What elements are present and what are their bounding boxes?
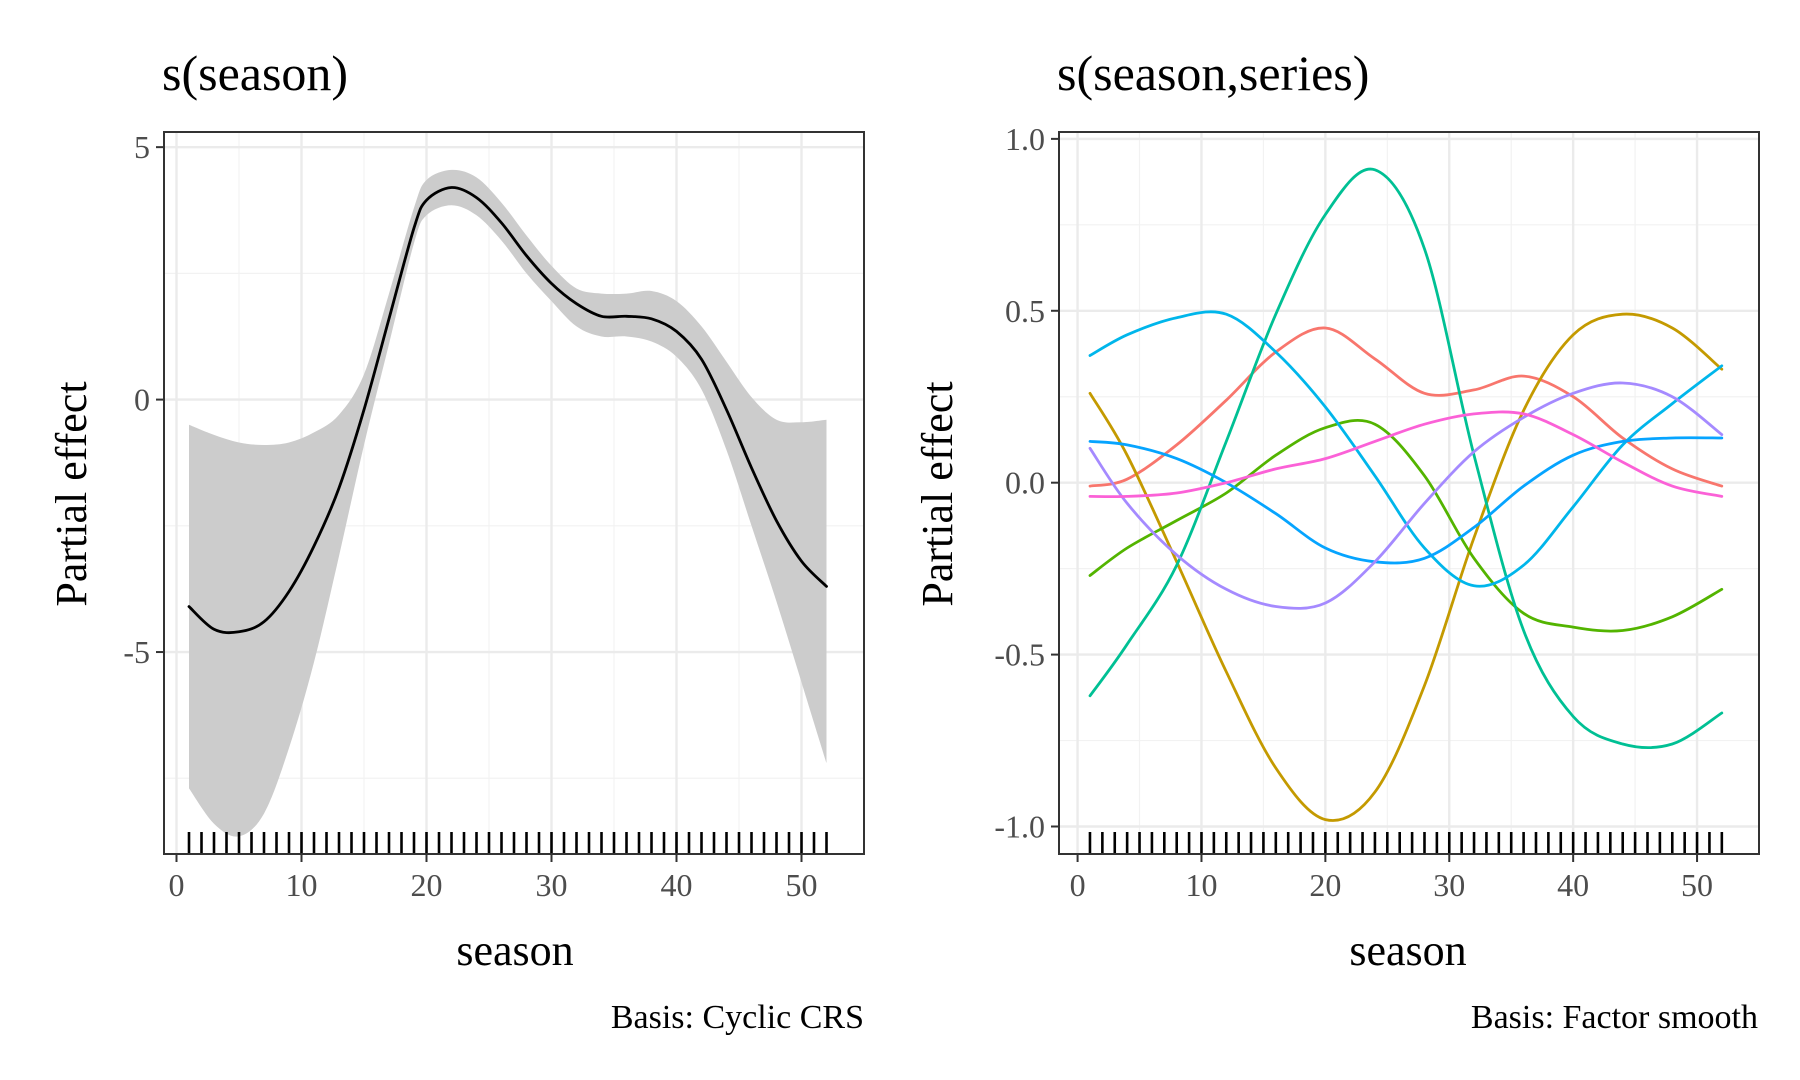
- y-axis-title: Partial effect: [47, 381, 96, 606]
- series-line: [1088, 167, 1724, 750]
- x-axis-ticks: 0 10 20 30 40 50: [1070, 854, 1713, 903]
- y-tick-label: 0.0: [1005, 465, 1045, 501]
- series-line: [1088, 326, 1724, 488]
- chart-caption: Basis: Cyclic CRS: [611, 999, 864, 1036]
- chart-caption: Basis: Factor smooth: [1471, 999, 1758, 1036]
- chart-panel-season-series: s(season,series) 1.0 0.5 0.0 -0.5 -1.0 0 10 20…: [913, 45, 1760, 1036]
- y-tick-label: -1.0: [994, 808, 1045, 844]
- chart-title: s(season): [162, 45, 348, 101]
- y-tick-label: -5: [123, 634, 150, 670]
- x-tick-label: 20: [1309, 867, 1341, 903]
- y-tick-label: 5: [134, 129, 150, 165]
- x-axis-title: season: [456, 926, 573, 975]
- x-tick-label: 20: [411, 867, 443, 903]
- confidence-ribbon: [189, 169, 827, 837]
- confidence-ribbon-layer: [189, 169, 827, 837]
- rug-layer: [1088, 832, 1724, 854]
- x-tick-label: 10: [1185, 867, 1217, 903]
- y-tick-label: -0.5: [994, 637, 1045, 673]
- chart-title: s(season,series): [1057, 45, 1369, 101]
- plot-border: [1058, 131, 1760, 855]
- x-tick-label: 40: [1557, 867, 1589, 903]
- grid: [1059, 132, 1759, 854]
- series-line: [1088, 381, 1724, 610]
- plot-border: [163, 131, 865, 855]
- series-line: [187, 186, 828, 635]
- x-tick-label: 50: [786, 867, 818, 903]
- series-line: [1088, 312, 1724, 822]
- x-tick-label: 30: [536, 867, 568, 903]
- chart-panel-season: s(season) 50-5 0 10 20 30 40 50 season Partia…: [47, 45, 865, 1036]
- series-lines-layer: [1088, 167, 1724, 822]
- y-tick-label: 1.0: [1005, 121, 1045, 157]
- x-axis-ticks: 0 10 20 30 40 50: [169, 854, 818, 903]
- x-tick-label: 50: [1681, 867, 1713, 903]
- x-tick-label: 10: [286, 867, 318, 903]
- series-line: [1088, 310, 1724, 588]
- x-tick-label: 40: [661, 867, 693, 903]
- series-lines-layer: [187, 186, 828, 635]
- y-axis-title: Partial effect: [913, 381, 962, 606]
- y-axis-ticks: 1.0 0.5 0.0 -0.5 -1.0: [994, 121, 1059, 844]
- x-tick-label: 0: [169, 867, 185, 903]
- x-axis-title: season: [1349, 926, 1466, 975]
- x-tick-label: 0: [1070, 867, 1086, 903]
- y-tick-label: 0: [134, 382, 150, 418]
- y-tick-label: 0.5: [1005, 293, 1045, 329]
- x-tick-label: 30: [1433, 867, 1465, 903]
- rug-layer: [187, 832, 828, 854]
- series-line: [1088, 419, 1724, 633]
- series-line: [1088, 436, 1724, 565]
- series-line: [1088, 410, 1724, 499]
- y-axis-ticks: 5 0 -5: [123, 129, 164, 670]
